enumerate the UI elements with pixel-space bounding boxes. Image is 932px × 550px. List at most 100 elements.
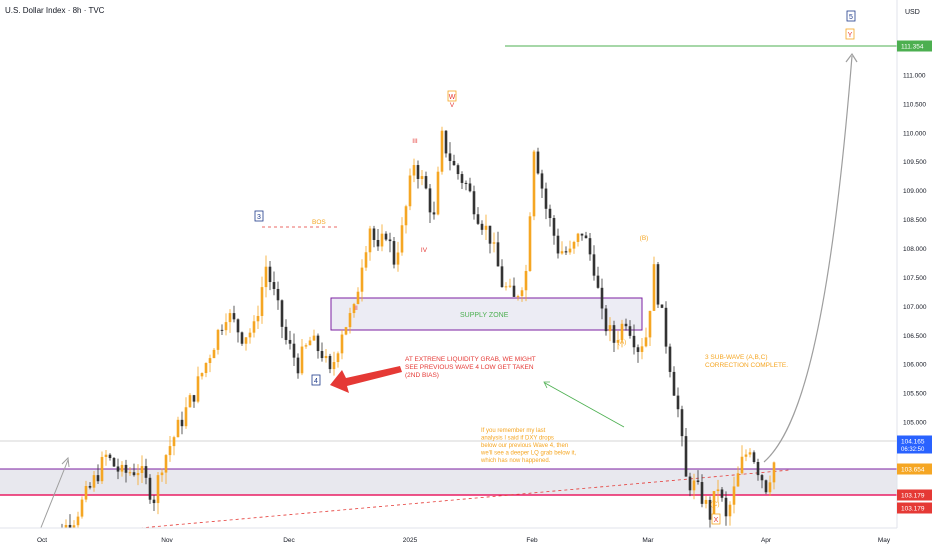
candle-body bbox=[556, 235, 560, 254]
candle-body bbox=[380, 233, 384, 247]
candle-body bbox=[416, 165, 420, 179]
y-tick-label: 110.000 bbox=[903, 130, 926, 137]
y-tick-label: 111.000 bbox=[903, 72, 926, 79]
candle-body bbox=[124, 464, 128, 473]
candle-body bbox=[460, 174, 464, 183]
candle-body bbox=[284, 326, 288, 340]
price-badge bbox=[897, 435, 932, 454]
candle-body bbox=[564, 251, 568, 253]
remember-note-line: below our previous Wave 4, then bbox=[481, 443, 568, 449]
candle-body bbox=[656, 264, 660, 305]
candle-body bbox=[328, 355, 332, 370]
liquidity-arrow bbox=[330, 366, 402, 393]
candle-body bbox=[136, 473, 140, 476]
candle-body bbox=[240, 332, 244, 344]
wave-label-boxed: W bbox=[449, 94, 456, 101]
candle-body bbox=[708, 499, 712, 520]
x-tick-label: Oct bbox=[37, 537, 47, 544]
candle-body bbox=[768, 482, 772, 493]
remember-note-line: If you remember my last bbox=[481, 428, 546, 434]
candle-body bbox=[312, 335, 316, 341]
price-badge bbox=[897, 40, 932, 52]
y-tick-label: 106.000 bbox=[903, 362, 927, 369]
x-tick-label: May bbox=[878, 537, 891, 544]
candle-body bbox=[612, 325, 616, 343]
candle-body bbox=[292, 343, 296, 358]
candle-body bbox=[192, 395, 196, 402]
candle-body bbox=[704, 499, 708, 504]
projection-arrow-head bbox=[845, 52, 858, 63]
candle-body bbox=[676, 395, 680, 410]
candle-body bbox=[92, 475, 96, 488]
currency-label[interactable]: USD bbox=[905, 9, 920, 16]
candle-body bbox=[452, 160, 456, 166]
candle-body bbox=[476, 214, 480, 224]
x-tick-label: 2025 bbox=[403, 537, 418, 544]
candle-body bbox=[516, 296, 520, 298]
candle-body bbox=[248, 332, 252, 338]
candle-body bbox=[388, 239, 392, 242]
candle-body bbox=[668, 346, 672, 372]
y-tick-label: 108.000 bbox=[903, 246, 927, 253]
candle-body bbox=[352, 304, 356, 314]
wave-box bbox=[254, 210, 264, 222]
candle-body bbox=[664, 307, 668, 347]
x-tick-label: Apr bbox=[761, 537, 772, 544]
candle-body bbox=[220, 329, 224, 331]
candle-body bbox=[496, 242, 500, 267]
candle-body bbox=[772, 462, 776, 483]
candle-body bbox=[276, 288, 280, 301]
candle-body bbox=[256, 315, 260, 322]
price-badge bbox=[897, 489, 932, 501]
candle-body bbox=[724, 497, 728, 517]
candle-body bbox=[588, 238, 592, 255]
candle-body bbox=[500, 266, 504, 288]
price-axis[interactable] bbox=[897, 0, 932, 550]
x-tick-label: Nov bbox=[161, 537, 173, 544]
price-badge-value: 103.654 bbox=[901, 467, 925, 474]
candle-body bbox=[376, 239, 380, 247]
candle-body bbox=[600, 287, 604, 309]
candle-body bbox=[536, 151, 540, 174]
candle-body bbox=[280, 300, 284, 327]
note-pointer-line bbox=[544, 382, 625, 428]
candle-body bbox=[200, 373, 204, 377]
y-tick-label: 110.500 bbox=[903, 101, 926, 108]
candle-body bbox=[692, 480, 696, 491]
projection-arrow bbox=[763, 55, 853, 463]
candle-body bbox=[172, 437, 176, 447]
price-badge bbox=[897, 502, 932, 514]
candle-body bbox=[520, 290, 524, 297]
price-badge-countdown: 06:32:50 bbox=[901, 447, 925, 453]
candle-body bbox=[592, 254, 596, 276]
candle-body bbox=[640, 346, 644, 352]
y-tick-label: 105.000 bbox=[903, 420, 927, 427]
price-badge-value: 103.179 bbox=[901, 506, 925, 513]
candle-body bbox=[628, 326, 632, 336]
candle-body bbox=[604, 308, 608, 332]
candle-body bbox=[348, 313, 352, 328]
x-tick-label: Dec bbox=[283, 537, 295, 544]
candle-body bbox=[492, 242, 496, 244]
candle-body bbox=[340, 334, 344, 354]
candle-body bbox=[532, 151, 536, 217]
candle-body bbox=[396, 252, 400, 265]
candle-body bbox=[420, 176, 424, 179]
candle-body bbox=[712, 491, 716, 520]
candle-body bbox=[404, 206, 408, 226]
candle-body bbox=[580, 233, 584, 236]
candle-body bbox=[236, 319, 240, 333]
price-badge bbox=[897, 463, 932, 475]
candle-body bbox=[156, 475, 160, 504]
wave-label: II bbox=[354, 305, 358, 312]
time-axis[interactable] bbox=[0, 528, 897, 550]
candle-body bbox=[572, 241, 576, 249]
remember-note-line: we'll see a deeper LQ grab below it, bbox=[480, 451, 577, 457]
y-tick-label: 106.500 bbox=[903, 333, 927, 340]
candle-body bbox=[680, 409, 684, 437]
candle-body bbox=[488, 225, 492, 244]
candle-body bbox=[596, 275, 600, 288]
candle-body bbox=[128, 472, 132, 474]
candle-body bbox=[364, 252, 368, 268]
